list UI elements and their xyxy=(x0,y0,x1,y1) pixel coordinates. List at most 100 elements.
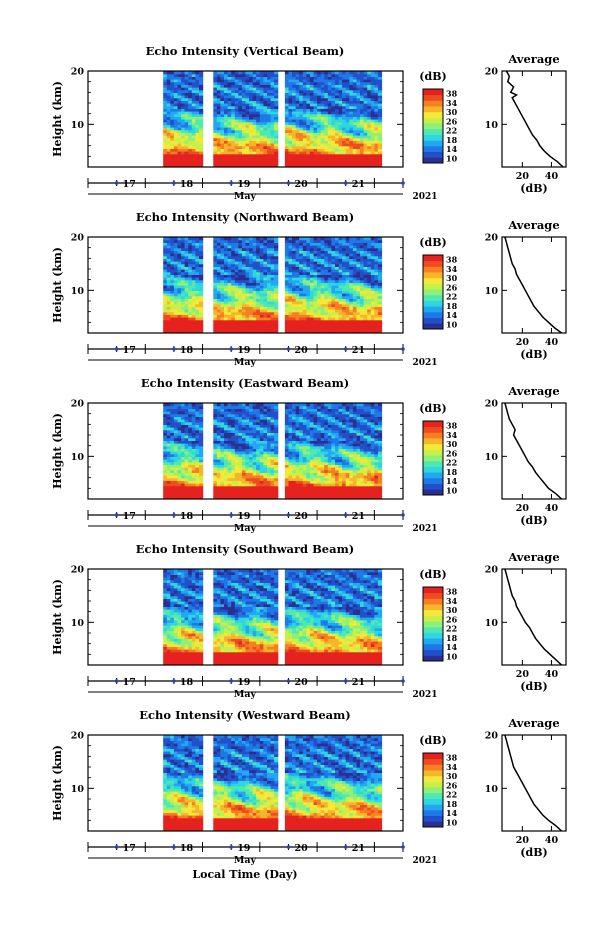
heatmap-cell xyxy=(227,416,232,420)
heatmap-cell xyxy=(177,453,182,457)
heatmap-cell xyxy=(184,127,189,131)
heatmap-cell xyxy=(306,266,311,270)
heatmap-cell xyxy=(370,322,375,326)
heatmap-cell xyxy=(195,148,200,152)
colorbar-tick-label: 34 xyxy=(446,264,458,274)
heatmap-cell xyxy=(184,459,189,463)
heatmap-cell xyxy=(170,448,175,452)
heatmap-cell xyxy=(199,140,204,144)
heatmap-cell xyxy=(181,255,186,259)
heatmap-cell xyxy=(170,255,175,259)
heatmap-cell xyxy=(363,237,368,241)
heatmap-cell xyxy=(363,156,368,160)
heatmap-cell xyxy=(360,293,365,297)
heatmap-cell xyxy=(163,472,168,476)
heatmap-cell xyxy=(367,311,372,315)
heatmap-cell xyxy=(181,314,186,318)
heatmap-cell xyxy=(195,437,200,441)
heatmap-cell xyxy=(195,81,200,85)
heatmap-cell xyxy=(370,95,375,99)
heatmap-cell xyxy=(270,89,275,93)
heatmap-cell xyxy=(256,247,261,251)
heatmap-cell xyxy=(166,250,171,254)
heatmap-cell xyxy=(338,148,343,152)
heatmap-cell xyxy=(241,258,247,262)
heatmap-cell xyxy=(231,164,236,167)
heatmap-cell xyxy=(170,437,175,441)
heatmap-cell xyxy=(181,456,186,460)
heatmap-cell xyxy=(367,263,372,267)
heatmap-cell xyxy=(259,135,264,139)
heatmap-cell xyxy=(163,105,168,109)
heatmap-cell xyxy=(295,145,300,149)
heatmap-cell xyxy=(360,73,365,77)
heatmap-cell xyxy=(216,100,222,104)
heatmap-cell xyxy=(249,279,254,283)
heatmap-cell xyxy=(241,119,247,123)
heatmap-cell xyxy=(331,311,336,315)
heatmap-cell xyxy=(216,137,222,141)
heatmap-cell xyxy=(216,129,222,133)
y-tick-label: 10 xyxy=(71,286,85,297)
heatmap-cell xyxy=(184,156,189,160)
heatmap-cell xyxy=(274,137,279,141)
heatmap-cell xyxy=(292,279,297,283)
heatmap-cell xyxy=(259,97,264,101)
heatmap-cell xyxy=(309,156,315,160)
heatmap-cell xyxy=(166,485,171,489)
heatmap-cell xyxy=(320,325,325,329)
heatmap-cell xyxy=(241,285,247,289)
heatmap-cell xyxy=(324,271,329,275)
heatmap-cell xyxy=(360,87,365,91)
heatmap-cell xyxy=(352,327,358,331)
heatmap-cell xyxy=(324,303,329,307)
heatmap-cell xyxy=(170,301,175,305)
heatmap-cell xyxy=(360,129,365,133)
panel-1: Echo Intensity (Northward Beam)2010Heigh… xyxy=(51,210,567,368)
heatmap-cell xyxy=(234,303,239,307)
heatmap-cell xyxy=(274,151,279,155)
heatmap-cell xyxy=(284,306,290,310)
heatmap-cell xyxy=(188,105,193,109)
heatmap-cell xyxy=(374,330,379,333)
heatmap-cell xyxy=(256,290,261,294)
heatmap-cell xyxy=(309,237,315,241)
heatmap-cell xyxy=(356,277,361,281)
heatmap-cell xyxy=(374,277,379,281)
heatmap-cell xyxy=(335,92,340,96)
heatmap-cell xyxy=(370,317,375,321)
heatmap-cell xyxy=(263,314,268,318)
heatmap-cell xyxy=(177,427,182,431)
heatmap-cell xyxy=(166,325,171,329)
heatmap-cell xyxy=(163,485,168,489)
heatmap-cell xyxy=(184,100,189,104)
heatmap-cell xyxy=(177,322,182,326)
heatmap-cell xyxy=(227,408,232,412)
heatmap-cell xyxy=(249,485,254,489)
heatmap-cell xyxy=(377,282,383,286)
heatmap-cell xyxy=(338,103,343,107)
heatmap-cell xyxy=(249,298,254,302)
heatmap-cell xyxy=(309,97,315,101)
heatmap-cell xyxy=(306,325,311,329)
heatmap-cell xyxy=(263,159,268,163)
heatmap-cell xyxy=(173,419,179,423)
heatmap-cell xyxy=(363,317,368,321)
heatmap-cell xyxy=(213,472,218,476)
heatmap-cell xyxy=(184,279,189,283)
heatmap-cell xyxy=(234,159,239,163)
heatmap-cell xyxy=(199,477,204,481)
heatmap-cell xyxy=(349,242,354,246)
heatmap-cell xyxy=(313,97,318,101)
heatmap-cell xyxy=(324,103,329,107)
heatmap-cell xyxy=(377,108,383,112)
heatmap-cell xyxy=(238,491,243,495)
heatmap-cell xyxy=(288,108,293,112)
heatmap-cell xyxy=(191,111,196,115)
heatmap-cell xyxy=(356,145,361,149)
heatmap-cell xyxy=(327,303,332,307)
heatmap-cell xyxy=(320,250,325,254)
time-tick-dot xyxy=(343,181,348,185)
heatmap-cell xyxy=(360,277,365,281)
heatmap-cell xyxy=(213,403,218,407)
